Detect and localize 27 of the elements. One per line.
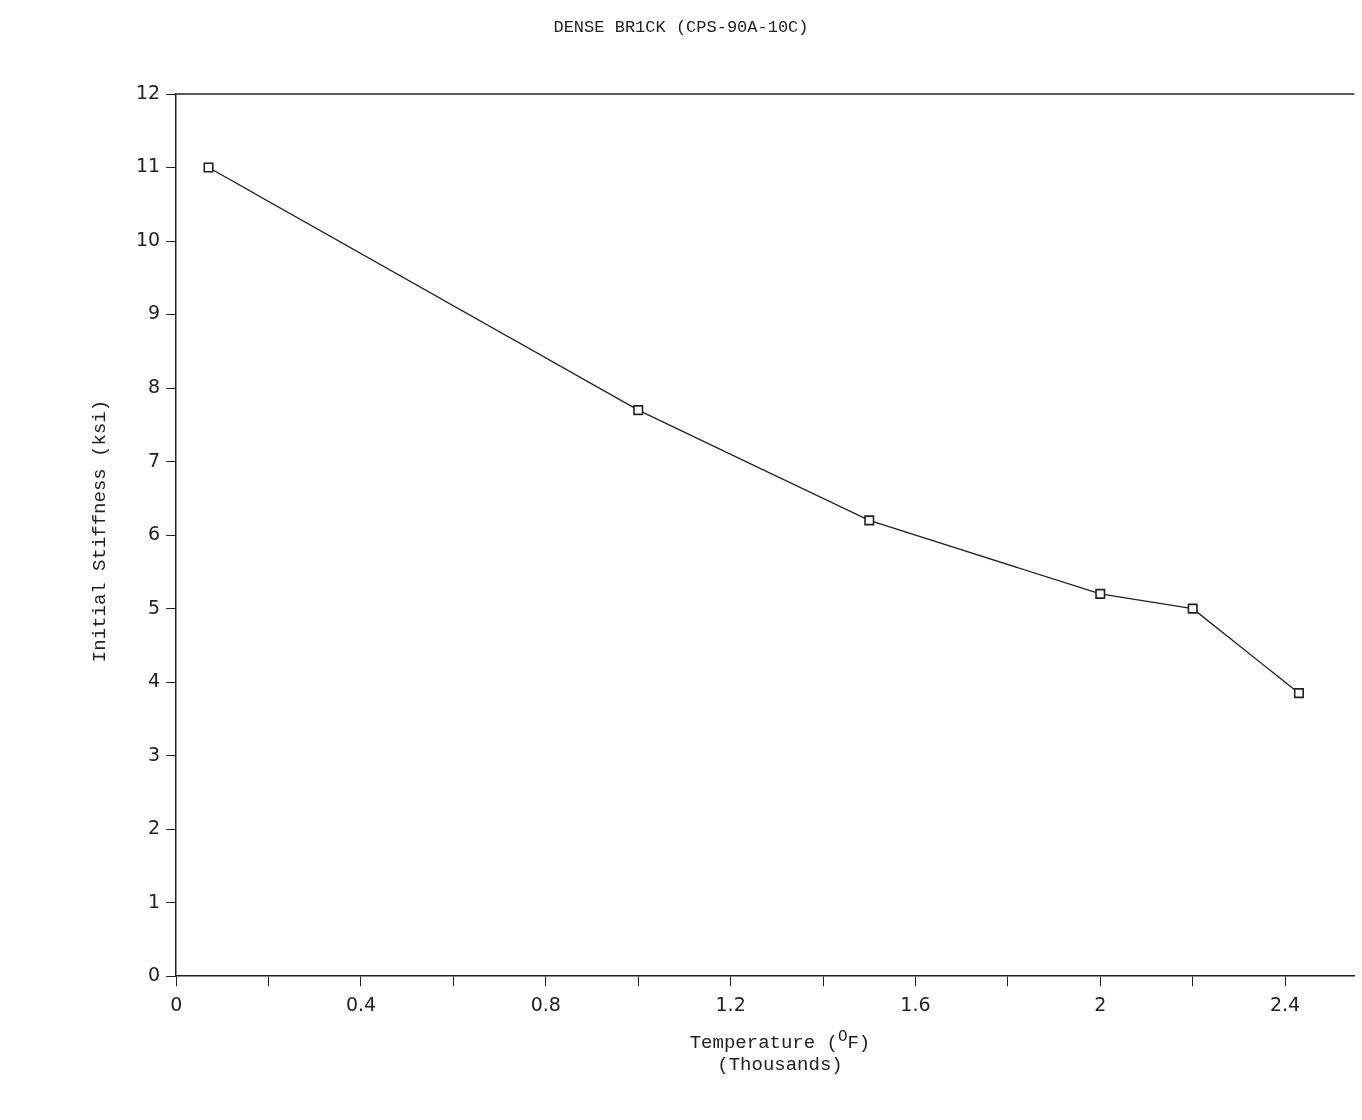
chart-title: DENSE BR1CK (CPS-90A-10C): [552, 18, 810, 37]
x-axis-title: Temperature ($^{O}$F) (Thousands): [688, 1028, 872, 1078]
point: [864, 515, 875, 526]
point: [1293, 688, 1304, 699]
y-tick-label: 4: [148, 669, 161, 692]
text: 1.2: [715, 992, 746, 1015]
y-tick-label: 8: [148, 375, 161, 397]
y-tick-label: 7: [148, 448, 161, 471]
y-axis-title: Initial Stiffness (ksi): [89, 398, 111, 665]
y-tick-label: 9: [148, 301, 161, 324]
text: 2.4: [1269, 992, 1301, 1015]
y-tick-label: 11: [135, 154, 161, 177]
text: 0.8: [530, 992, 561, 1015]
y-tick-label: 3: [148, 742, 161, 765]
y-tick-label: 6: [148, 522, 161, 545]
y-tick-label: 2: [148, 816, 161, 839]
y-tick-label: 10: [135, 227, 161, 250]
y-tick-label: 1: [148, 889, 161, 912]
point: [1187, 603, 1198, 614]
y-tick-label: 5: [148, 595, 161, 618]
point: [633, 405, 644, 416]
y-tick-label: 0: [148, 963, 161, 986]
text: 0.4: [345, 992, 377, 1015]
text: 1.6: [900, 992, 931, 1015]
point: [203, 162, 214, 173]
y-tick-label: 12: [135, 80, 161, 103]
point: [1095, 588, 1106, 599]
